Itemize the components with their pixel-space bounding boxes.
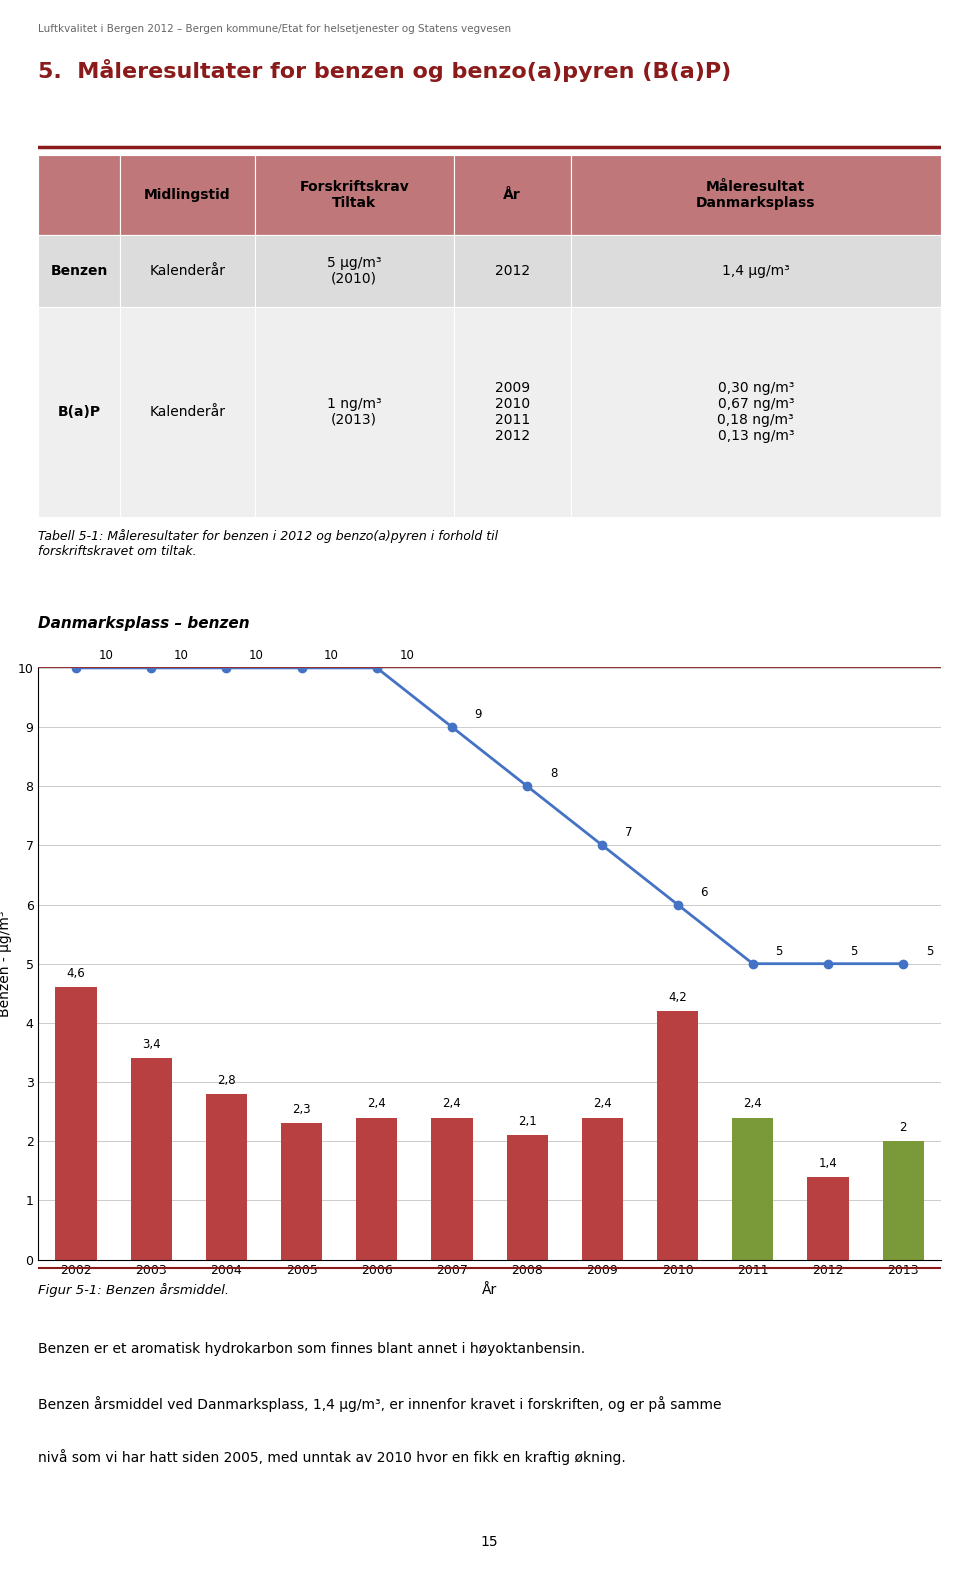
Text: 5 µg/m³
(2010): 5 µg/m³ (2010) — [327, 256, 381, 286]
X-axis label: År: År — [482, 1282, 497, 1296]
Text: B(a)P: B(a)P — [58, 404, 101, 418]
FancyBboxPatch shape — [38, 155, 120, 235]
Text: 15: 15 — [481, 1535, 498, 1549]
Bar — [356, 1118, 397, 1260]
Text: 2,4: 2,4 — [743, 1097, 762, 1110]
Bar — [205, 1094, 247, 1260]
Bar — [281, 1123, 323, 1260]
FancyBboxPatch shape — [453, 306, 571, 516]
FancyBboxPatch shape — [255, 155, 453, 235]
Bar — [807, 1176, 849, 1260]
FancyBboxPatch shape — [571, 235, 941, 306]
Text: 1,4: 1,4 — [819, 1156, 837, 1170]
Text: 2,8: 2,8 — [217, 1074, 236, 1086]
Y-axis label: Benzen - µg/m³: Benzen - µg/m³ — [0, 911, 12, 1017]
Bar — [882, 1142, 924, 1260]
Bar — [732, 1118, 774, 1260]
Text: 6: 6 — [700, 886, 708, 898]
Text: 0,30 ng/m³
0,67 ng/m³
0,18 ng/m³
0,13 ng/m³: 0,30 ng/m³ 0,67 ng/m³ 0,18 ng/m³ 0,13 ng… — [717, 381, 794, 444]
Bar — [56, 987, 97, 1260]
Text: 2,4: 2,4 — [368, 1097, 386, 1110]
Text: Benzen er et aromatisk hydrokarbon som finnes blant annet i høyoktanbensin.: Benzen er et aromatisk hydrokarbon som f… — [38, 1342, 586, 1356]
Text: 5.  Måleresultater for benzen og benzo(a)pyren (B(a)P): 5. Måleresultater for benzen og benzo(a)… — [38, 58, 732, 82]
Text: 10: 10 — [399, 649, 414, 662]
Text: 2009
2010
2011
2012: 2009 2010 2011 2012 — [494, 381, 530, 444]
FancyBboxPatch shape — [38, 235, 120, 306]
Text: 3,4: 3,4 — [142, 1039, 160, 1052]
Text: 10: 10 — [249, 649, 264, 662]
Text: 1,4 µg/m³: 1,4 µg/m³ — [722, 264, 790, 278]
Text: Luftkvalitet i Bergen 2012 – Bergen kommune/Etat for helsetjenester og Statens v: Luftkvalitet i Bergen 2012 – Bergen komm… — [38, 24, 512, 33]
FancyBboxPatch shape — [571, 306, 941, 516]
FancyBboxPatch shape — [255, 235, 453, 306]
Text: nivå som vi har hatt siden 2005, med unntak av 2010 hvor en fikk en kraftig økni: nivå som vi har hatt siden 2005, med unn… — [38, 1450, 626, 1465]
Text: Danmarksplass – benzen: Danmarksplass – benzen — [38, 616, 250, 632]
Text: 10: 10 — [174, 649, 188, 662]
Text: Tabell 5-1: Måleresultater for benzen i 2012 og benzo(a)pyren i forhold til
fors: Tabell 5-1: Måleresultater for benzen i … — [38, 529, 498, 557]
Text: 2,4: 2,4 — [593, 1097, 612, 1110]
Text: 2012: 2012 — [494, 264, 530, 278]
Text: Forskriftskrav
Tiltak: Forskriftskrav Tiltak — [300, 180, 409, 210]
Bar — [131, 1058, 172, 1260]
FancyBboxPatch shape — [38, 306, 120, 516]
Bar — [431, 1118, 472, 1260]
Text: 7: 7 — [625, 826, 633, 840]
Text: 5: 5 — [925, 944, 933, 958]
Text: 8: 8 — [550, 767, 557, 780]
Bar — [657, 1011, 698, 1260]
Bar — [582, 1118, 623, 1260]
Text: År: År — [503, 188, 521, 202]
FancyBboxPatch shape — [571, 155, 941, 235]
Text: 5: 5 — [776, 944, 782, 958]
Text: Benzen: Benzen — [50, 264, 108, 278]
Text: Midlingstid: Midlingstid — [144, 188, 230, 202]
Text: 2,3: 2,3 — [292, 1104, 311, 1116]
Text: 1 ng/m³
(2013): 1 ng/m³ (2013) — [327, 396, 381, 426]
Bar — [507, 1135, 548, 1260]
Text: 4,6: 4,6 — [66, 968, 85, 981]
Text: Figur 5-1: Benzen årsmiddel.: Figur 5-1: Benzen årsmiddel. — [38, 1284, 229, 1296]
Text: 4,2: 4,2 — [668, 992, 687, 1004]
FancyBboxPatch shape — [453, 155, 571, 235]
FancyBboxPatch shape — [120, 235, 255, 306]
Text: Måleresultat
Danmarksplass: Måleresultat Danmarksplass — [696, 180, 816, 210]
Text: Benzen årsmiddel ved Danmarksplass, 1,4 µg/m³, er innenfor kravet i forskriften,: Benzen årsmiddel ved Danmarksplass, 1,4 … — [38, 1396, 722, 1412]
FancyBboxPatch shape — [120, 306, 255, 516]
Text: Kalenderår: Kalenderår — [150, 404, 226, 418]
Text: 2,1: 2,1 — [517, 1115, 537, 1127]
FancyBboxPatch shape — [453, 235, 571, 306]
Text: 2: 2 — [900, 1121, 907, 1134]
Text: 10: 10 — [324, 649, 339, 662]
FancyBboxPatch shape — [120, 155, 255, 235]
Text: Kalenderår: Kalenderår — [150, 264, 226, 278]
FancyBboxPatch shape — [255, 306, 453, 516]
Text: 9: 9 — [474, 707, 482, 722]
Text: 10: 10 — [99, 649, 113, 662]
Text: 2,4: 2,4 — [443, 1097, 462, 1110]
Text: 5: 5 — [851, 944, 858, 958]
